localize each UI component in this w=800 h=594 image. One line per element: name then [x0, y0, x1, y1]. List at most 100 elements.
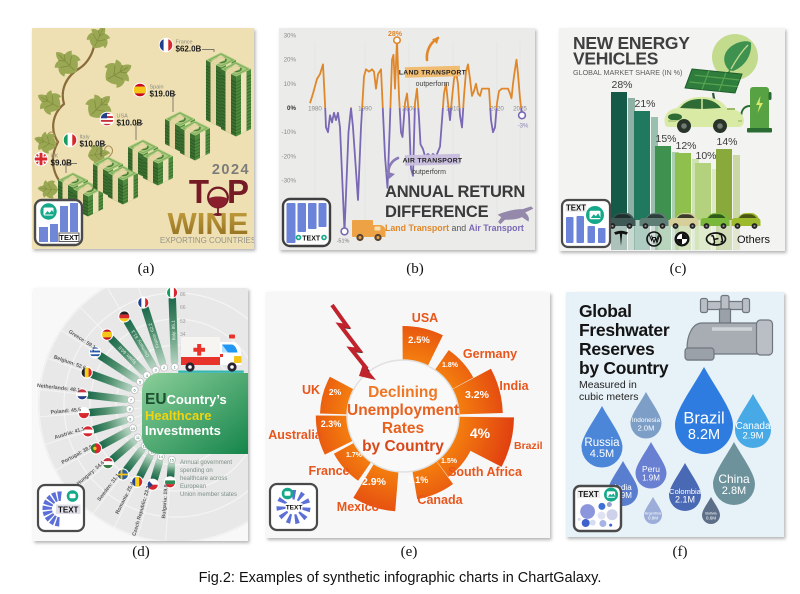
svg-text:Investments: Investments [145, 423, 221, 438]
svg-text:GLOBAL MARKET SHARE (IN %): GLOBAL MARKET SHARE (IN %) [573, 68, 682, 77]
svg-text:Land Transport and Air Transpo: Land Transport and Air Transport [385, 223, 524, 233]
svg-text:2.9M: 2.9M [742, 431, 763, 442]
svg-text:Healthcare: Healthcare [145, 408, 211, 423]
svg-text:$10.0B: $10.0B [117, 119, 143, 128]
svg-text:1: 1 [174, 365, 177, 370]
svg-text:Argentina: Argentina [645, 512, 662, 516]
svg-text:10: 10 [131, 426, 136, 431]
svg-text:14: 14 [159, 454, 164, 459]
svg-text:1.7%: 1.7% [346, 452, 363, 459]
svg-text:4: 4 [146, 373, 149, 378]
svg-text:TEXT: TEXT [566, 204, 586, 213]
svg-text:11: 11 [136, 435, 141, 440]
svg-text:China: China [718, 472, 750, 486]
svg-text:Rates: Rates [382, 420, 424, 437]
svg-text:Germany: Germany [463, 347, 517, 361]
svg-text:France: France [176, 40, 193, 46]
svg-text:2: 2 [163, 365, 166, 370]
svg-text:$10.0B: $10.0B [80, 140, 106, 149]
svg-text:8.2M: 8.2M [688, 427, 720, 443]
svg-text:EUCountry’s: EUCountry’s [145, 391, 227, 408]
svg-text:Colombia: Colombia [669, 487, 702, 496]
svg-text:2.3%: 2.3% [321, 419, 342, 429]
svg-text:6: 6 [133, 388, 136, 393]
svg-text:7: 7 [130, 398, 133, 403]
svg-text:20%: 20% [284, 57, 297, 64]
svg-text:1990: 1990 [358, 106, 372, 113]
svg-text:India: India [499, 379, 529, 393]
svg-text:USA: USA [412, 311, 438, 325]
svg-text:TEXT: TEXT [58, 505, 79, 514]
svg-text:Brazil: Brazil [514, 440, 543, 452]
svg-text:by Country: by Country [579, 358, 669, 378]
svg-text:15%: 15% [655, 133, 676, 145]
svg-text:3.2%: 3.2% [465, 389, 490, 401]
svg-text:$62.0B: $62.0B [176, 45, 202, 54]
svg-text:Annual government: Annual government [180, 460, 232, 466]
svg-text:5: 5 [139, 379, 142, 384]
svg-text:2%: 2% [329, 387, 342, 397]
svg-text:Others: Others [737, 234, 771, 246]
svg-text:UK: UK [51, 154, 59, 160]
svg-text:2025: 2025 [513, 106, 527, 113]
svg-text:DIFFERENCE: DIFFERENCE [385, 203, 489, 221]
svg-text:VEHICLES: VEHICLES [573, 49, 658, 69]
svg-text:Freshwater: Freshwater [579, 320, 670, 340]
svg-text:Indonesia: Indonesia [632, 417, 661, 424]
svg-text:1.5%: 1.5% [441, 458, 458, 465]
svg-text:10%: 10% [284, 81, 297, 88]
svg-text:66: 66 [180, 305, 186, 311]
svg-text:3: 3 [154, 368, 157, 373]
svg-text:30%: 30% [284, 32, 297, 39]
svg-text:2024: 2024 [212, 162, 250, 178]
svg-text:1.9M: 1.9M [642, 473, 660, 482]
svg-text:South Africa: South Africa [448, 465, 523, 479]
svg-text:10%: 10% [695, 150, 716, 162]
svg-text:0.8M: 0.8M [648, 515, 658, 520]
svg-text:4%: 4% [470, 425, 491, 441]
svg-text:1.9M: 1.9M [614, 491, 632, 500]
svg-text:Russia: Russia [584, 437, 620, 449]
svg-text:AIR TRANSPORT: AIR TRANSPORT [403, 158, 463, 165]
svg-text:Measured in: Measured in [579, 379, 637, 391]
svg-text:France: France [309, 464, 350, 478]
svg-text:2.1M: 2.1M [675, 495, 695, 505]
svg-text:-30%: -30% [282, 178, 297, 185]
svg-text:$19.0B: $19.0B [150, 90, 176, 99]
svg-text:TEXT: TEXT [578, 490, 599, 499]
svg-text:WINE: WINE [168, 206, 249, 241]
svg-text:by Country: by Country [362, 438, 444, 455]
svg-text:P: P [227, 173, 249, 210]
svg-text:2.5%: 2.5% [408, 335, 430, 346]
svg-text:TEXT: TEXT [302, 235, 321, 242]
svg-text:34: 34 [180, 332, 186, 338]
svg-text:Spain: Spain [150, 85, 164, 91]
svg-text:Australia: Australia [268, 428, 323, 442]
svg-text:India: India [614, 483, 632, 492]
svg-text:Global: Global [579, 301, 632, 321]
svg-text:2.0M: 2.0M [638, 423, 655, 432]
svg-text:healthcare across: healthcare across [180, 476, 227, 482]
svg-text:Union member states: Union member states [180, 492, 237, 498]
svg-text:-20%: -20% [282, 153, 297, 160]
svg-text:2.8M: 2.8M [722, 485, 746, 497]
svg-text:Canada: Canada [417, 493, 463, 507]
svg-text:Italy: 86.1: Italy: 86.1 [171, 320, 177, 341]
svg-text:0.6M: 0.6M [706, 515, 716, 520]
svg-text:21%: 21% [634, 98, 655, 110]
svg-text:-10%: -10% [282, 129, 297, 136]
svg-text:Bolivia: Bolivia [705, 512, 717, 516]
svg-text:Reserves: Reserves [579, 339, 655, 359]
svg-text:28%: 28% [388, 31, 403, 38]
svg-text:4.5M: 4.5M [590, 448, 614, 460]
svg-text:2010: 2010 [446, 106, 460, 113]
svg-text:USA: USA [117, 114, 129, 120]
svg-text:8: 8 [129, 407, 132, 412]
svg-text:outperform: outperform [416, 81, 450, 88]
svg-text:EXPORTING COUNTRIES: EXPORTING COUNTRIES [160, 236, 254, 245]
svg-text:2.9%: 2.9% [362, 476, 387, 488]
svg-text:-3%: -3% [518, 123, 529, 129]
svg-text:ANNUAL RETURN: ANNUAL RETURN [385, 183, 525, 201]
svg-text:15: 15 [170, 457, 175, 462]
svg-text:0%: 0% [287, 105, 296, 112]
